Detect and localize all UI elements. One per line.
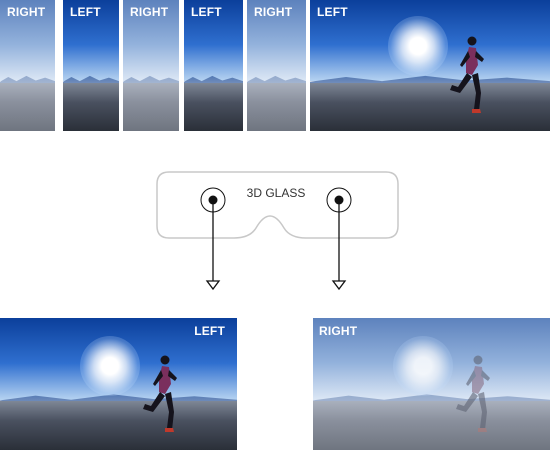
- strip-frame-label: RIGHT: [254, 5, 293, 19]
- output-left-label: LEFT: [194, 324, 225, 338]
- output-right-label: RIGHT: [319, 324, 358, 338]
- output-left-frame: LEFT: [0, 318, 237, 450]
- strip-frame-left-2: LEFT: [184, 0, 243, 131]
- left-arrow-icon: [205, 200, 221, 291]
- output-right-frame: RIGHT: [313, 318, 550, 450]
- strip-frame-label: RIGHT: [7, 5, 46, 19]
- strip-frame-left-1: LEFT: [63, 0, 119, 131]
- strip-frame-left-3: LEFT: [310, 0, 550, 131]
- strip-frame-right-1: RIGHT: [0, 0, 55, 131]
- strip-frame-right-3: RIGHT: [247, 0, 306, 131]
- sun-flare: [80, 336, 140, 396]
- runner-silhouette: [450, 36, 484, 113]
- strip-frame-label: LEFT: [70, 5, 101, 19]
- sun-flare: [393, 336, 453, 396]
- strip-frame-label: LEFT: [317, 5, 348, 19]
- glasses-frame: [156, 171, 399, 239]
- right-arrow-icon: [331, 200, 347, 291]
- strip-frame-label: RIGHT: [130, 5, 169, 19]
- runner-silhouette: [143, 355, 177, 432]
- sun-flare: [388, 16, 448, 76]
- strip-frame-label: LEFT: [191, 5, 222, 19]
- runner-silhouette: [456, 355, 490, 432]
- strip-frame-right-2: RIGHT: [123, 0, 179, 131]
- glasses-label: 3D GLASS: [246, 186, 306, 200]
